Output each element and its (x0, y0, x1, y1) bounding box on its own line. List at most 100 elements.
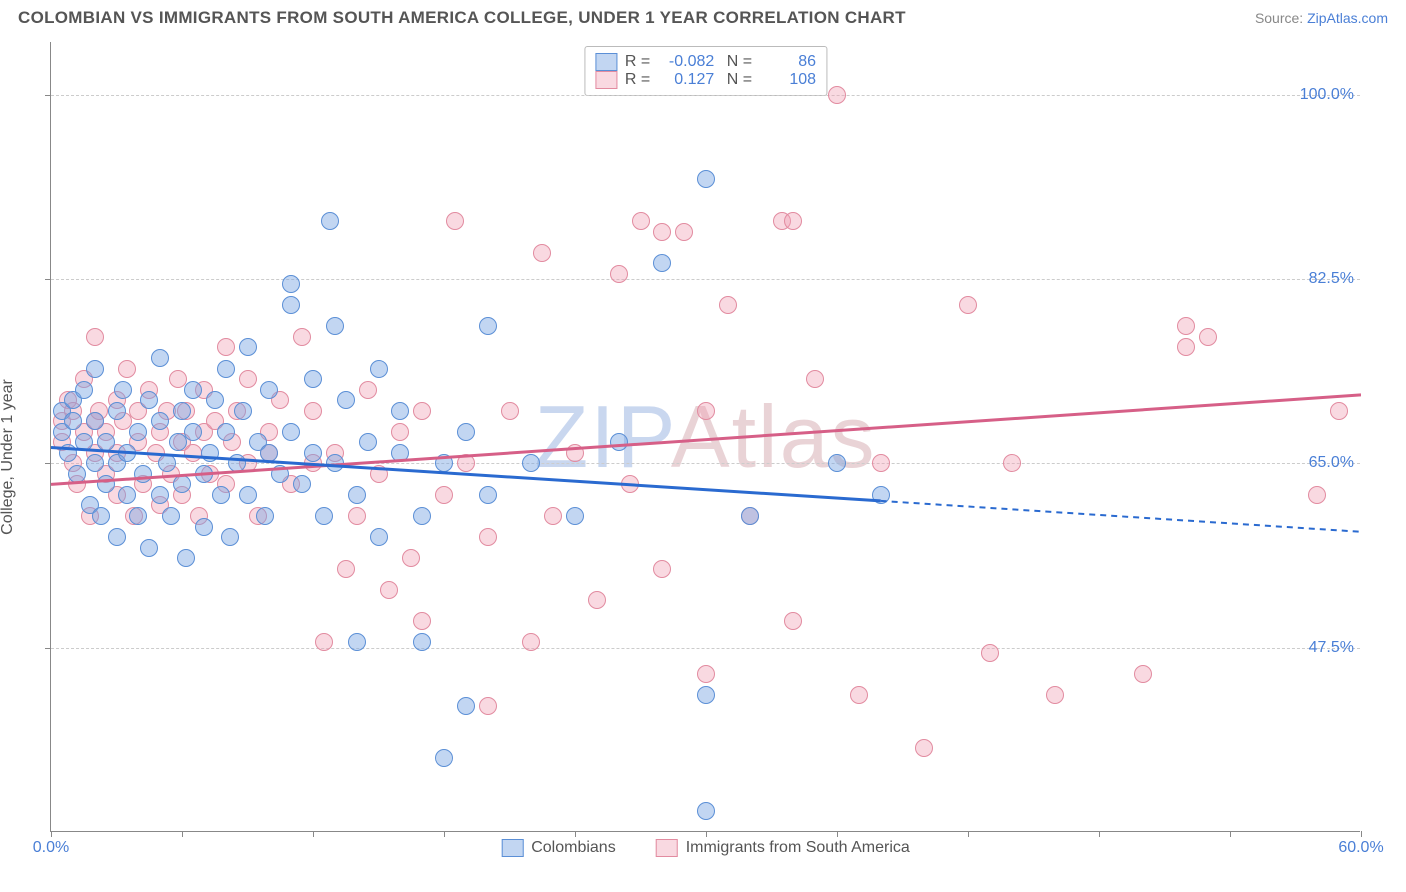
scatter-point (184, 444, 202, 462)
scatter-point (75, 433, 93, 451)
scatter-point (959, 296, 977, 314)
swatch-series-b-icon (595, 71, 617, 89)
scatter-point (479, 317, 497, 335)
scatter-point (697, 665, 715, 683)
scatter-point (697, 802, 715, 820)
scatter-point (108, 402, 126, 420)
scatter-point (697, 402, 715, 420)
scatter-point (1177, 317, 1195, 335)
y-tick-label: 100.0% (1300, 86, 1354, 104)
scatter-point (86, 360, 104, 378)
scatter-point (59, 444, 77, 462)
legend-item-a: Colombians (501, 839, 615, 857)
scatter-point (177, 549, 195, 567)
scatter-point (915, 739, 933, 757)
scatter-point (97, 475, 115, 493)
scatter-point (1199, 328, 1217, 346)
scatter-point (239, 338, 257, 356)
scatter-point (1046, 686, 1064, 704)
scatter-point (621, 475, 639, 493)
scatter-point (479, 697, 497, 715)
scatter-point (435, 749, 453, 767)
scatter-point (217, 360, 235, 378)
bottom-legend: Colombians Immigrants from South America (501, 839, 910, 857)
scatter-point (1330, 402, 1348, 420)
scatter-point (315, 633, 333, 651)
legend-item-b: Immigrants from South America (656, 839, 910, 857)
scatter-point (151, 412, 169, 430)
correlation-box: R = -0.082 N = 86 R = 0.127 N = 108 (584, 46, 827, 96)
scatter-point (566, 444, 584, 462)
y-tick-label: 47.5% (1309, 639, 1354, 657)
scatter-point (544, 507, 562, 525)
scatter-point (413, 507, 431, 525)
trend-lines (51, 42, 1361, 832)
scatter-point (201, 444, 219, 462)
scatter-point (522, 454, 540, 472)
scatter-point (501, 402, 519, 420)
scatter-point (359, 381, 377, 399)
scatter-point (134, 465, 152, 483)
scatter-point (256, 507, 274, 525)
scatter-point (479, 486, 497, 504)
scatter-point (228, 454, 246, 472)
scatter-point (118, 360, 136, 378)
scatter-point (653, 254, 671, 272)
scatter-point (1134, 665, 1152, 683)
scatter-point (282, 296, 300, 314)
source-label: Source: ZipAtlas.com (1255, 10, 1388, 26)
scatter-point (118, 444, 136, 462)
scatter-point (610, 433, 628, 451)
scatter-point (784, 212, 802, 230)
scatter-point (293, 475, 311, 493)
scatter-point (86, 454, 104, 472)
scatter-point (195, 518, 213, 536)
scatter-point (234, 402, 252, 420)
scatter-point (522, 633, 540, 651)
scatter-point (697, 170, 715, 188)
scatter-point (118, 486, 136, 504)
scatter-point (337, 560, 355, 578)
scatter-point (326, 454, 344, 472)
chart-container: College, Under 1 year ZIPAtlas R = -0.08… (0, 32, 1406, 882)
correlation-row-a: R = -0.082 N = 86 (595, 53, 816, 71)
scatter-point (828, 454, 846, 472)
scatter-point (293, 328, 311, 346)
scatter-point (151, 486, 169, 504)
scatter-point (370, 465, 388, 483)
y-tick-label: 82.5% (1309, 270, 1354, 288)
scatter-point (108, 528, 126, 546)
scatter-point (158, 454, 176, 472)
scatter-point (337, 391, 355, 409)
scatter-point (566, 507, 584, 525)
scatter-point (304, 444, 322, 462)
scatter-point (610, 265, 628, 283)
scatter-point (457, 423, 475, 441)
scatter-point (850, 686, 868, 704)
scatter-point (697, 686, 715, 704)
scatter-point (653, 223, 671, 241)
chart-title: COLOMBIAN VS IMMIGRANTS FROM SOUTH AMERI… (18, 8, 906, 28)
scatter-point (370, 360, 388, 378)
scatter-point (719, 296, 737, 314)
scatter-point (92, 507, 110, 525)
scatter-point (457, 454, 475, 472)
scatter-point (359, 433, 377, 451)
scatter-point (632, 212, 650, 230)
scatter-point (479, 528, 497, 546)
scatter-point (1003, 454, 1021, 472)
scatter-point (1177, 338, 1195, 356)
correlation-row-b: R = 0.127 N = 108 (595, 71, 816, 89)
scatter-point (872, 454, 890, 472)
scatter-point (348, 486, 366, 504)
scatter-point (391, 444, 409, 462)
scatter-point (653, 560, 671, 578)
scatter-point (326, 317, 344, 335)
scatter-point (806, 370, 824, 388)
scatter-point (675, 223, 693, 241)
scatter-point (206, 391, 224, 409)
x-tick-label: 0.0% (33, 839, 69, 857)
scatter-point (239, 486, 257, 504)
source-link[interactable]: ZipAtlas.com (1307, 10, 1388, 26)
scatter-point (588, 591, 606, 609)
